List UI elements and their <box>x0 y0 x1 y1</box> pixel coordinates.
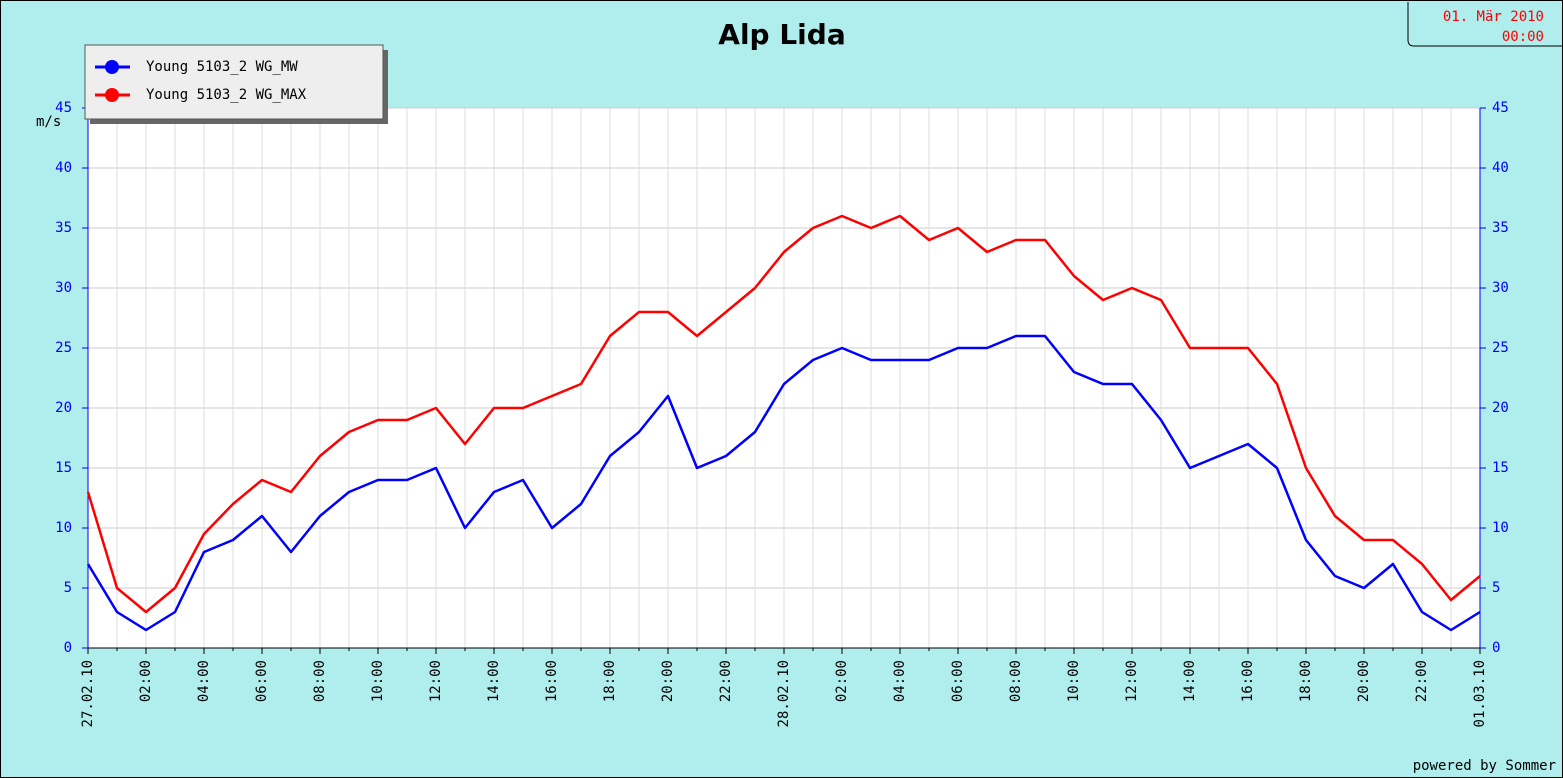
x-tick-label: 08:00 <box>1008 660 1024 702</box>
y-tick-label: 35 <box>55 220 72 236</box>
x-tick-label: 08:00 <box>312 660 328 702</box>
x-tick-label: 22:00 <box>718 660 734 702</box>
x-tick-label: 18:00 <box>1298 660 1314 702</box>
y2-tick-label: 15 <box>1492 460 1509 476</box>
y2-tick-label: 10 <box>1492 520 1509 536</box>
x-tick-label: 18:00 <box>602 660 618 702</box>
y2-tick-label: 25 <box>1492 340 1509 356</box>
y2-tick-label: 30 <box>1492 280 1509 296</box>
y-tick-label: 15 <box>55 460 72 476</box>
x-tick-label: 04:00 <box>196 660 212 702</box>
y2-tick-label: 0 <box>1492 640 1500 656</box>
legend-marker <box>105 88 119 102</box>
x-tick-label: 01.03.10 <box>1472 660 1488 727</box>
x-tick-label: 20:00 <box>1356 660 1372 702</box>
date-box <box>1407 2 1563 47</box>
legend: Young 5103_2 WG_MW Young 5103_2 WG_MAX <box>84 44 388 124</box>
x-tick-label: 16:00 <box>1240 660 1256 702</box>
x-tick-label: 06:00 <box>254 660 270 702</box>
chart-title: Alp Lida <box>718 18 845 51</box>
y-tick-label: 10 <box>55 520 72 536</box>
x-tick-label: 10:00 <box>1066 660 1082 702</box>
x-tick-label: 02:00 <box>834 660 850 702</box>
y-tick-label: 45 <box>55 100 72 116</box>
time-text: 00:00 <box>1502 29 1544 45</box>
date-text: 01. Mär 2010 <box>1443 9 1544 25</box>
y-tick-label: 25 <box>55 340 72 356</box>
lines <box>86 214 1481 632</box>
x-tick-label: 27.02.10 <box>80 660 96 727</box>
y-tick-label: 0 <box>64 640 72 656</box>
legend-box <box>84 44 384 120</box>
series-line <box>86 214 1481 614</box>
x-tick-label: 10:00 <box>370 660 386 702</box>
legend-label: Young 5103_2 WG_MAX <box>146 87 307 103</box>
grid <box>82 107 1486 654</box>
x-tick-label: 14:00 <box>486 660 502 702</box>
y-tick-label: 5 <box>64 580 72 596</box>
y2-tick-label: 45 <box>1492 100 1509 116</box>
x-tick-label: 12:00 <box>1124 660 1140 702</box>
x-tick-label: 20:00 <box>660 660 676 702</box>
footer: powered by Sommer <box>1413 758 1556 774</box>
y2-tick-label: 5 <box>1492 580 1500 596</box>
x-tick-label: 12:00 <box>428 660 444 702</box>
y-tick-label: 40 <box>55 160 72 176</box>
y-tick-label: 30 <box>55 280 72 296</box>
x-tick-label: 28.02.10 <box>776 660 792 727</box>
legend-label: Young 5103_2 WG_MW <box>146 59 298 75</box>
x-tick-label: 02:00 <box>138 660 154 702</box>
series-line <box>86 334 1481 632</box>
legend-marker <box>105 60 119 74</box>
x-tick-label: 04:00 <box>892 660 908 702</box>
y-axis-label: m/s <box>36 114 61 130</box>
x-tick-label: 14:00 <box>1182 660 1198 702</box>
x-tick-label: 22:00 <box>1414 660 1430 702</box>
y2-tick-label: 35 <box>1492 220 1509 236</box>
y-tick-label: 20 <box>55 400 72 416</box>
x-tick-label: 06:00 <box>950 660 966 702</box>
x-tick-label: 16:00 <box>544 660 560 702</box>
y2-tick-label: 20 <box>1492 400 1509 416</box>
y2-tick-label: 40 <box>1492 160 1509 176</box>
